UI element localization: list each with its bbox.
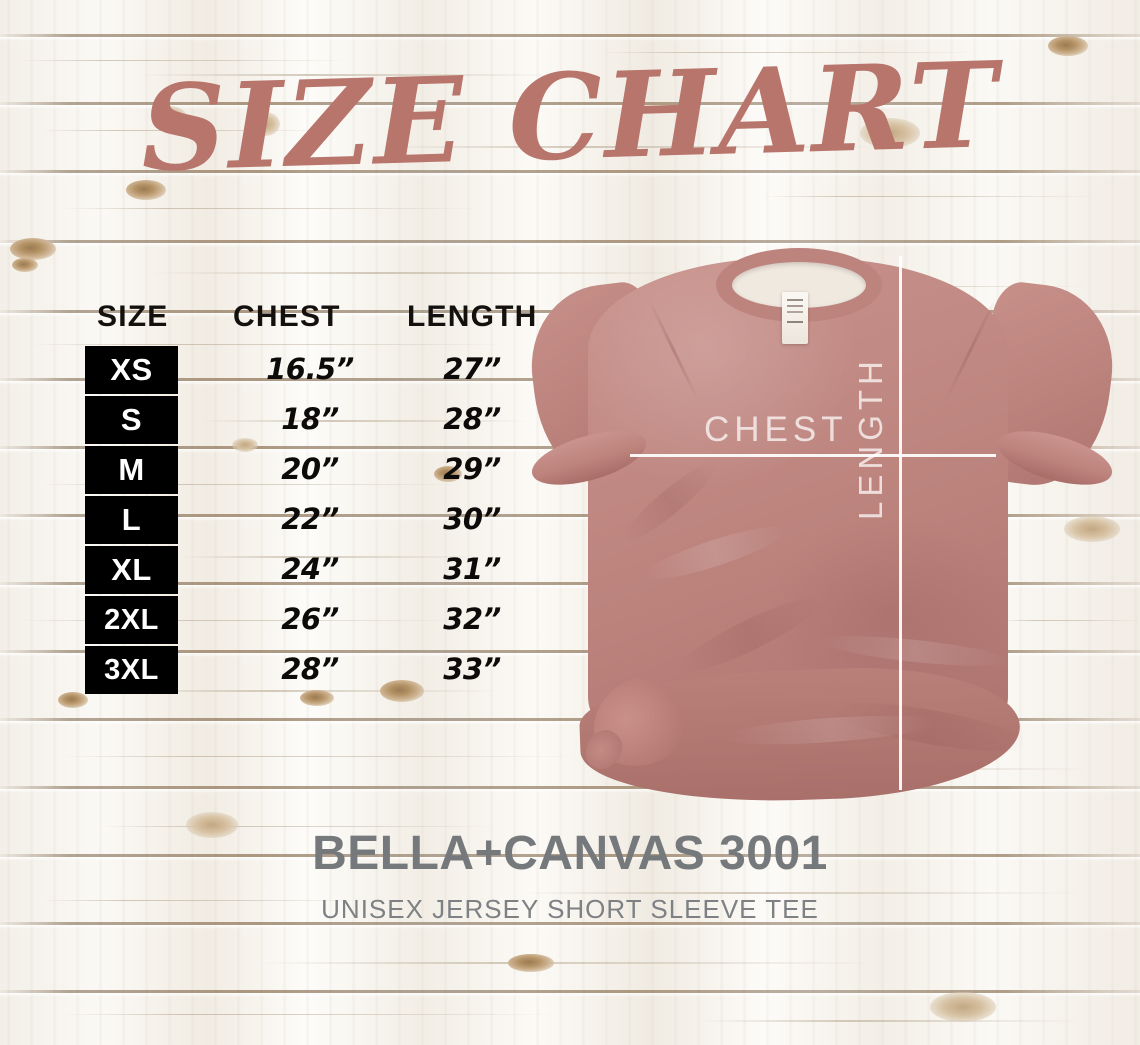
table-row: 3XL 28” 33”	[85, 646, 555, 696]
size-badge: XL	[85, 546, 178, 594]
table-row: L 22” 30”	[85, 496, 555, 546]
plank-seam	[0, 854, 1140, 861]
size-badge: 3XL	[85, 646, 178, 694]
table-header-row: SIZE CHEST LENGTH	[85, 300, 555, 346]
brand-name: BELLA+CANVAS 3001	[312, 827, 828, 880]
chest-overlay-label: CHEST	[704, 410, 848, 449]
brand-label-tag	[782, 292, 808, 344]
plank-seam	[0, 240, 1140, 247]
size-table: SIZE CHEST LENGTH XS 16.5” 27” S 18” 28”…	[85, 300, 555, 696]
plank-seam	[0, 718, 1140, 725]
table-row: XS 16.5” 27”	[85, 346, 555, 396]
size-badge: M	[85, 446, 178, 494]
length-measurement-line	[899, 256, 902, 790]
chest-value: 16.5”	[266, 352, 354, 386]
length-value: 29”	[443, 452, 501, 486]
tshirt-photo	[520, 240, 1122, 820]
length-overlay-label: LENGTH	[852, 356, 889, 520]
plank-seam	[0, 922, 1140, 929]
column-header-chest: CHEST	[233, 300, 341, 333]
plank-seam	[0, 102, 1140, 109]
chest-value: 20”	[281, 452, 339, 486]
plank-seam	[0, 582, 1140, 589]
length-value: 27”	[443, 352, 501, 386]
table-row: M 20” 29”	[85, 446, 555, 496]
plank-seam	[0, 650, 1140, 657]
table-row: 2XL 26” 32”	[85, 596, 555, 646]
plank-seam	[0, 170, 1140, 177]
length-value: 31”	[443, 552, 501, 586]
length-value: 30”	[443, 502, 501, 536]
chest-measurement-line	[630, 454, 996, 457]
plank-seam	[0, 34, 1140, 41]
chest-value: 18”	[281, 402, 339, 436]
plank-seam	[0, 514, 1140, 521]
column-header-length: LENGTH	[407, 300, 538, 333]
chest-value: 22”	[281, 502, 339, 536]
size-badge: L	[85, 496, 178, 544]
column-header-size: SIZE	[97, 300, 169, 333]
chest-value: 24”	[281, 552, 339, 586]
product-subtitle: UNISEX JERSEY SHORT SLEEVE TEE	[321, 894, 819, 924]
length-value: 32”	[443, 602, 501, 636]
page-title: SIZE CHART	[139, 35, 1001, 198]
table-row: XL 24” 31”	[85, 546, 555, 596]
size-badge: 2XL	[85, 596, 178, 644]
chest-value: 26”	[281, 602, 339, 636]
size-badge: XS	[85, 346, 178, 394]
plank-seam	[0, 990, 1140, 997]
table-row: S 18” 28”	[85, 396, 555, 446]
plank-seam	[0, 786, 1140, 793]
length-value: 28”	[443, 402, 501, 436]
chest-value: 28”	[281, 652, 339, 686]
size-badge: S	[85, 396, 178, 444]
length-value: 33”	[443, 652, 501, 686]
